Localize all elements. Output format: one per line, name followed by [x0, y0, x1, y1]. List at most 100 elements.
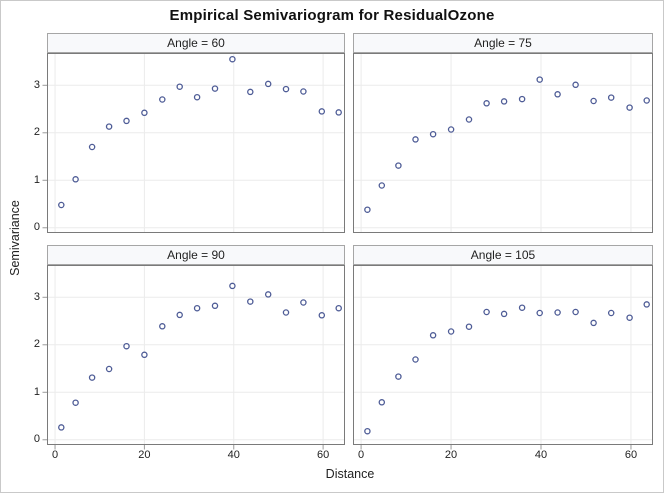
x-tick-label: 20 [444, 449, 458, 461]
data-point [429, 130, 437, 138]
data-point [335, 304, 342, 312]
data-point [105, 123, 113, 130]
data-point [412, 136, 419, 143]
data-point [607, 309, 615, 317]
x-tick-label: 60 [316, 449, 330, 461]
data-point [141, 351, 148, 359]
data-point [447, 328, 455, 335]
data-point [282, 85, 290, 93]
x-tick-label: 60 [624, 449, 638, 461]
data-point [247, 88, 254, 96]
data-point [465, 323, 473, 330]
y-tick-label: 1 [33, 385, 40, 398]
data-point [429, 332, 437, 339]
data-point [318, 108, 326, 115]
data-point [159, 323, 166, 330]
panel-border [47, 53, 345, 233]
y-tick-label: 2 [33, 338, 40, 351]
data-point [247, 298, 254, 305]
data-point [318, 312, 326, 319]
panel-border [47, 265, 345, 445]
data-point [500, 310, 508, 318]
data-point [282, 309, 290, 316]
data-point [229, 55, 236, 63]
x-tick-label: 0 [51, 449, 59, 461]
data-point [176, 311, 183, 319]
data-point [590, 97, 597, 105]
data-point [536, 76, 543, 83]
data-point [211, 85, 219, 92]
data-point [626, 104, 633, 111]
x-tick-label: 0 [358, 449, 365, 461]
data-point [465, 116, 473, 123]
y-tick-label: 3 [33, 78, 40, 91]
data-point [72, 176, 79, 183]
y-tick-label: 0 [33, 221, 40, 234]
y-tick-label: 2 [33, 126, 40, 139]
data-point [193, 93, 201, 101]
x-axis-label: Distance [325, 467, 375, 481]
data-point [554, 309, 561, 316]
x-tick-label: 20 [138, 449, 151, 461]
data-point [88, 374, 96, 381]
data-point [572, 81, 579, 89]
panel-plot-angle-75 [353, 53, 653, 233]
y-tick-label: 3 [33, 290, 40, 303]
data-point [229, 282, 236, 290]
data-point [483, 100, 490, 107]
data-point [193, 304, 201, 312]
data-point [211, 302, 219, 310]
data-point [176, 83, 183, 90]
data-point [364, 427, 371, 435]
data-point [626, 314, 633, 321]
data-point [364, 206, 371, 213]
data-point [141, 109, 148, 117]
y-tick-label: 1 [33, 173, 40, 186]
panel-plot-angle-90 [42, 265, 345, 450]
data-point [643, 301, 650, 308]
panel-plot-angle-105 [353, 265, 653, 450]
data-point [395, 373, 402, 380]
panel-plot-angle-60 [42, 53, 345, 233]
y-axis-label: Semivariance [8, 200, 22, 276]
panel-border [353, 265, 653, 445]
data-point [123, 342, 130, 350]
data-point [500, 98, 508, 105]
data-point [590, 319, 597, 327]
data-point [483, 308, 490, 316]
data-point [554, 91, 561, 98]
data-point [88, 143, 96, 151]
data-point [300, 299, 307, 306]
data-point [58, 424, 65, 431]
data-point [518, 304, 526, 311]
x-tick-label: 40 [534, 449, 548, 461]
data-point [264, 291, 272, 298]
data-point [123, 117, 130, 125]
panel-header-angle-90: Angle = 90 [47, 245, 345, 265]
panel-header-angle-60: Angle = 60 [47, 33, 345, 53]
data-point [72, 399, 79, 406]
data-point [335, 109, 342, 116]
panel-header-angle-75: Angle = 75 [353, 33, 653, 53]
x-tick-label: 40 [227, 449, 240, 461]
data-point [105, 365, 113, 373]
data-point [572, 308, 579, 316]
data-point [264, 80, 272, 88]
data-point [412, 356, 419, 363]
y-tick-label: 0 [33, 433, 40, 446]
data-point [58, 201, 65, 209]
panel-header-angle-105: Angle = 105 [353, 245, 653, 265]
data-point [395, 162, 402, 169]
data-point [643, 97, 650, 104]
data-point [447, 126, 455, 133]
data-point [300, 88, 307, 95]
panel-border [353, 53, 653, 233]
data-point [378, 399, 386, 406]
data-point [518, 95, 526, 103]
data-point [378, 182, 386, 189]
data-point [607, 94, 615, 101]
chart-title: Empirical Semivariogram for ResidualOzon… [169, 7, 495, 24]
data-point [159, 96, 166, 103]
data-point [536, 309, 543, 317]
